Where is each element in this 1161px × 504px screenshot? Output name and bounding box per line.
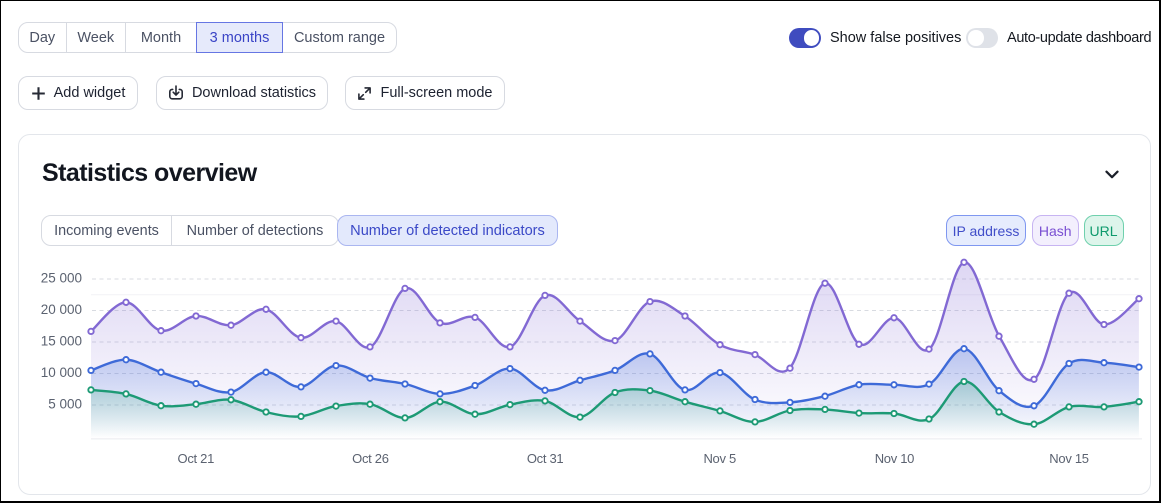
svg-text:Nov 10: Nov 10 xyxy=(875,451,914,466)
svg-text:20 000: 20 000 xyxy=(41,302,82,317)
svg-text:Nov 5: Nov 5 xyxy=(703,451,736,466)
svg-text:Oct 21: Oct 21 xyxy=(178,451,215,466)
svg-text:10 000: 10 000 xyxy=(41,365,82,380)
svg-text:25 000: 25 000 xyxy=(41,270,82,285)
svg-text:15 000: 15 000 xyxy=(41,333,82,348)
svg-text:5 000: 5 000 xyxy=(48,396,82,411)
svg-text:Oct 31: Oct 31 xyxy=(527,451,564,466)
svg-text:Oct 26: Oct 26 xyxy=(352,451,389,466)
svg-text:Nov 15: Nov 15 xyxy=(1049,451,1088,466)
